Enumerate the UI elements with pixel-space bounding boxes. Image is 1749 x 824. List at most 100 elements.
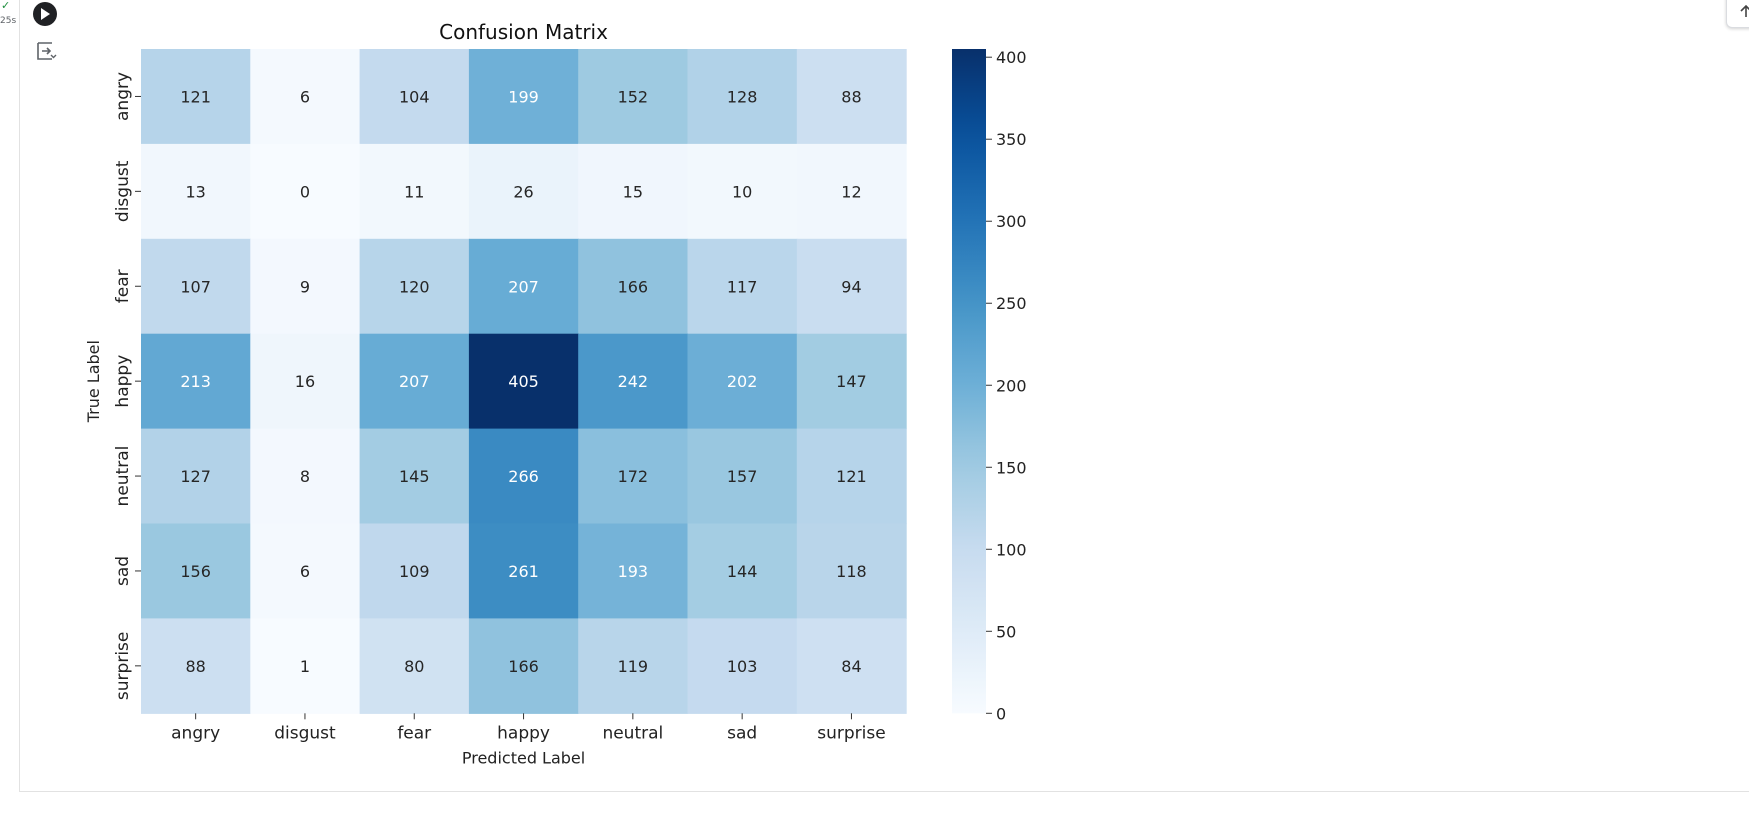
- cell-value-label: 127: [180, 467, 211, 486]
- y-tick-label: neutral: [113, 446, 133, 507]
- heatmap-cell: [687, 333, 798, 430]
- cell-value-label: 6: [300, 562, 310, 581]
- cell-value-label: 88: [841, 87, 861, 106]
- heatmap-cell: [468, 143, 579, 240]
- heatmap-cell: [687, 428, 798, 525]
- colorbar-tick-label: 0: [996, 704, 1006, 723]
- cell-output-area: [19, 0, 1749, 792]
- heatmap-cell: [141, 143, 251, 240]
- cell-value-label: 207: [508, 277, 539, 296]
- scroll-to-top-button[interactable]: [1726, 0, 1749, 28]
- heatmap-cell: [578, 333, 689, 430]
- output-toggle-icon: [37, 42, 57, 60]
- cell-value-label: 172: [618, 467, 649, 486]
- x-tick-label: fear: [397, 723, 431, 743]
- cell-value-label: 16: [295, 372, 315, 391]
- run-cell-button[interactable]: [33, 2, 57, 26]
- cell-value-label: 117: [727, 277, 758, 296]
- heatmap-cell: [468, 333, 579, 430]
- cell-value-label: 119: [618, 657, 649, 676]
- x-tick-label: angry: [171, 723, 220, 743]
- heatmap-cell: [250, 143, 361, 240]
- heatmap-cell: [468, 523, 579, 619]
- cell-value-label: 11: [404, 182, 424, 201]
- x-tick-label: neutral: [602, 723, 663, 743]
- cell-value-label: 152: [618, 87, 649, 106]
- cell-value-label: 118: [836, 562, 867, 581]
- heatmap-cell: [359, 333, 470, 430]
- heatmap-cell: [250, 428, 361, 525]
- cell-value-label: 144: [727, 562, 758, 581]
- execution-time: 25s: [0, 16, 17, 26]
- cell-value-label: 120: [399, 277, 430, 296]
- cell-value-label: 199: [508, 87, 539, 106]
- y-tick-label: sad: [113, 556, 133, 586]
- cell-value-label: 107: [180, 277, 211, 296]
- cell-value-label: 242: [618, 372, 649, 391]
- cell-value-label: 1: [300, 657, 310, 676]
- heatmap-cell: [141, 333, 251, 430]
- heatmap-cell: [796, 523, 907, 619]
- y-tick-label: surprise: [113, 632, 133, 700]
- cell-value-label: 94: [841, 277, 861, 296]
- cell-value-label: 121: [180, 87, 211, 106]
- heatmap-cell: [578, 49, 689, 145]
- x-tick-label: disgust: [274, 723, 336, 743]
- cell-value-label: 145: [399, 467, 430, 486]
- heatmap-cell: [359, 49, 470, 145]
- x-axis-label: Predicted Label: [462, 748, 585, 767]
- cell-value-label: 166: [618, 277, 649, 296]
- heatmap-cell: [141, 49, 251, 145]
- cell-value-label: 80: [404, 657, 424, 676]
- heatmap-cell: [796, 333, 907, 430]
- chart-title: Confusion Matrix: [439, 20, 608, 44]
- heatmap-cell: [250, 333, 361, 430]
- heatmap-cell: [687, 49, 798, 145]
- heatmap-cell: [468, 238, 579, 335]
- heatmap-cell: [359, 523, 470, 619]
- heatmap-cell: [578, 523, 689, 619]
- cell-value-label: 128: [727, 87, 758, 106]
- heatmap-cell: [578, 238, 689, 335]
- cell-value-label: 88: [185, 657, 205, 676]
- output-toggle-button[interactable]: [35, 40, 57, 62]
- cell-value-label: 202: [727, 372, 758, 391]
- heatmap-cell: [468, 428, 579, 525]
- colorbar-tick-label: 50: [996, 622, 1016, 641]
- heatmap-cell: [250, 618, 361, 714]
- cell-value-label: 104: [399, 87, 430, 106]
- y-tick-label: angry: [113, 72, 133, 121]
- cell-value-label: 13: [185, 182, 205, 201]
- heatmap-cell: [578, 618, 689, 714]
- heatmap-cell: [359, 428, 470, 525]
- heatmap-cell: [687, 618, 798, 714]
- x-tick-label: sad: [727, 723, 757, 743]
- x-tick-label: happy: [497, 723, 550, 743]
- heatmap-cell: [141, 428, 251, 525]
- cell-value-label: 193: [618, 562, 649, 581]
- cell-value-label: 156: [180, 562, 211, 581]
- heatmap-cell: [359, 618, 470, 714]
- cell-value-label: 266: [508, 467, 539, 486]
- cell-value-label: 405: [508, 372, 539, 391]
- cell-value-label: 84: [841, 657, 861, 676]
- heatmap-cell: [250, 523, 361, 619]
- heatmap-cell: [359, 238, 470, 335]
- y-tick-label: disgust: [113, 160, 133, 222]
- heatmap-cell: [250, 238, 361, 335]
- heatmap-cell: [578, 143, 689, 240]
- y-axis-label: True Label: [84, 340, 103, 423]
- arrow-up-icon: [1740, 4, 1749, 17]
- colorbar: [952, 49, 986, 714]
- execution-status-check-icon: ✓: [1, 0, 11, 12]
- heatmap-cell: [687, 523, 798, 619]
- cell-value-label: 9: [300, 277, 310, 296]
- heatmap-cell: [359, 143, 470, 240]
- heatmap-cell: [796, 143, 907, 240]
- cell-value-label: 8: [300, 467, 310, 486]
- colorbar-tick-label: 400: [996, 48, 1027, 67]
- cell-value-label: 6: [300, 87, 310, 106]
- heatmap-cell: [468, 49, 579, 145]
- cell-value-label: 12: [841, 182, 861, 201]
- cell-value-label: 166: [508, 657, 539, 676]
